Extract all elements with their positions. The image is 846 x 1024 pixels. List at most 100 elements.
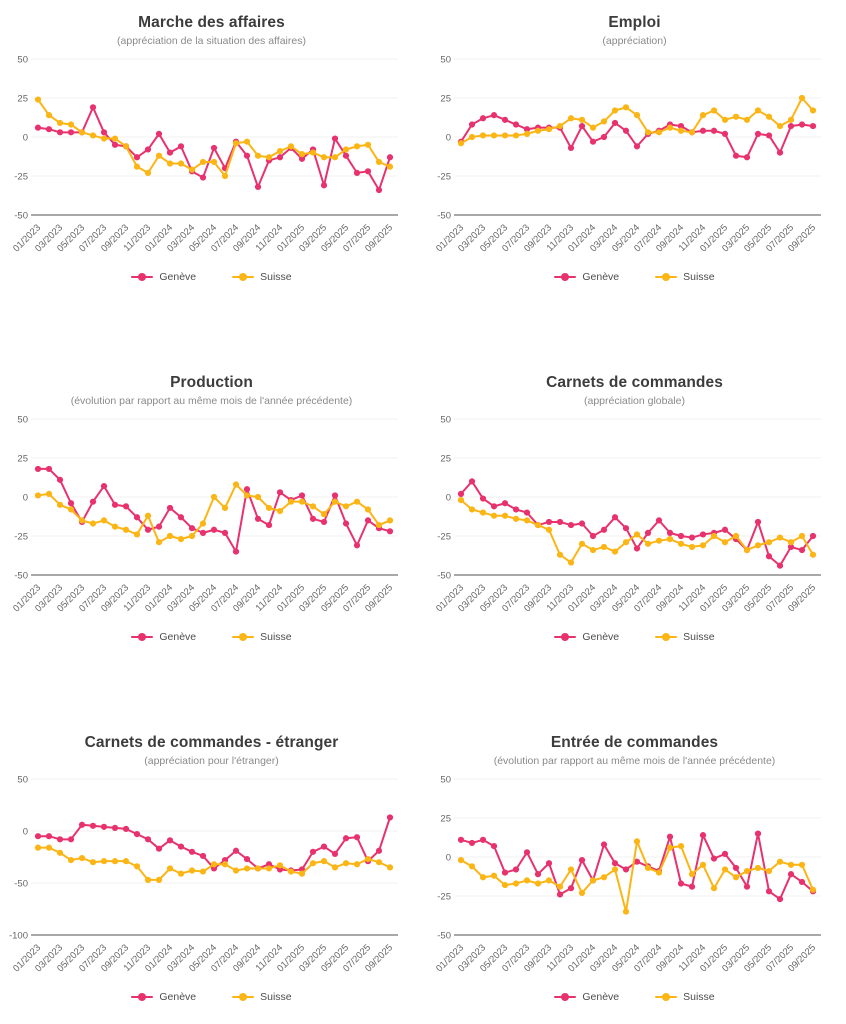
data-point[interactable]	[155, 130, 163, 137]
data-point[interactable]	[166, 865, 174, 872]
data-point[interactable]	[111, 135, 119, 142]
data-point[interactable]	[798, 878, 806, 886]
data-point[interactable]	[512, 132, 520, 139]
data-point[interactable]	[589, 877, 597, 884]
data-point[interactable]	[331, 492, 339, 499]
data-point[interactable]	[56, 836, 64, 843]
data-point[interactable]	[34, 492, 42, 499]
data-point[interactable]	[45, 465, 53, 473]
data-point[interactable]	[100, 482, 108, 490]
data-point[interactable]	[331, 864, 339, 871]
data-point[interactable]	[501, 132, 509, 139]
data-point[interactable]	[644, 540, 652, 547]
legend-item-geneve[interactable]: Genève	[131, 991, 196, 1003]
legend-item-suisse[interactable]: Suisse	[232, 631, 292, 643]
data-point[interactable]	[611, 548, 619, 555]
data-point[interactable]	[309, 848, 317, 855]
data-point[interactable]	[221, 172, 229, 180]
data-point[interactable]	[589, 546, 597, 554]
data-point[interactable]	[556, 122, 564, 130]
data-point[interactable]	[677, 532, 685, 540]
data-point[interactable]	[677, 880, 685, 887]
data-point[interactable]	[523, 509, 531, 516]
series-geneve[interactable]	[34, 465, 394, 555]
data-point[interactable]	[144, 146, 152, 153]
data-point[interactable]	[765, 132, 773, 139]
data-point[interactable]	[633, 531, 641, 538]
data-point[interactable]	[144, 836, 152, 843]
data-point[interactable]	[578, 857, 586, 864]
data-point[interactable]	[787, 539, 795, 546]
data-point[interactable]	[512, 866, 520, 873]
legend-item-geneve[interactable]: Genève	[554, 271, 619, 283]
data-point[interactable]	[512, 515, 520, 522]
data-point[interactable]	[353, 143, 361, 150]
data-point[interactable]	[276, 147, 284, 155]
data-point[interactable]	[611, 860, 619, 867]
data-point[interactable]	[611, 866, 619, 873]
data-point[interactable]	[754, 107, 762, 114]
data-point[interactable]	[331, 498, 339, 505]
data-point[interactable]	[34, 124, 42, 131]
data-point[interactable]	[611, 514, 619, 521]
data-point[interactable]	[232, 847, 240, 854]
data-point[interactable]	[166, 149, 174, 156]
data-point[interactable]	[78, 517, 86, 524]
data-point[interactable]	[45, 490, 53, 497]
data-point[interactable]	[787, 122, 795, 130]
data-point[interactable]	[479, 495, 487, 502]
data-point[interactable]	[501, 881, 509, 889]
data-point[interactable]	[34, 96, 42, 103]
data-point[interactable]	[155, 845, 163, 852]
data-point[interactable]	[276, 489, 284, 496]
data-point[interactable]	[298, 492, 306, 499]
data-point[interactable]	[611, 107, 619, 114]
data-point[interactable]	[556, 883, 564, 890]
data-point[interactable]	[655, 517, 663, 524]
data-point[interactable]	[699, 832, 707, 839]
data-point[interactable]	[166, 504, 174, 512]
data-point[interactable]	[386, 517, 394, 524]
data-point[interactable]	[798, 121, 806, 128]
data-point[interactable]	[677, 540, 685, 547]
data-point[interactable]	[320, 858, 328, 865]
data-point[interactable]	[600, 133, 608, 141]
data-point[interactable]	[144, 169, 152, 176]
data-point[interactable]	[111, 858, 119, 865]
data-point[interactable]	[567, 866, 575, 873]
data-point[interactable]	[732, 152, 740, 159]
data-point[interactable]	[122, 503, 130, 510]
data-point[interactable]	[754, 830, 762, 837]
data-point[interactable]	[67, 506, 75, 513]
data-point[interactable]	[188, 848, 196, 855]
data-point[interactable]	[320, 154, 328, 161]
data-point[interactable]	[89, 498, 97, 505]
data-point[interactable]	[320, 843, 328, 850]
data-point[interactable]	[265, 865, 273, 872]
data-point[interactable]	[34, 844, 42, 851]
data-point[interactable]	[776, 534, 784, 541]
data-point[interactable]	[468, 839, 476, 847]
data-point[interactable]	[276, 862, 284, 869]
data-point[interactable]	[100, 135, 108, 142]
data-point[interactable]	[177, 536, 185, 543]
data-point[interactable]	[67, 500, 75, 507]
data-point[interactable]	[34, 833, 42, 840]
data-point[interactable]	[732, 874, 740, 881]
data-point[interactable]	[468, 478, 476, 485]
data-point[interactable]	[122, 526, 130, 533]
data-point[interactable]	[133, 863, 141, 870]
data-point[interactable]	[710, 127, 718, 134]
data-point[interactable]	[754, 130, 762, 137]
data-point[interactable]	[342, 860, 350, 867]
data-point[interactable]	[144, 526, 152, 533]
data-point[interactable]	[622, 104, 630, 111]
data-point[interactable]	[578, 122, 586, 130]
data-point[interactable]	[133, 154, 141, 161]
data-point[interactable]	[331, 154, 339, 161]
legend-item-suisse[interactable]: Suisse	[232, 271, 292, 283]
data-point[interactable]	[809, 532, 817, 540]
data-point[interactable]	[699, 112, 707, 119]
data-point[interactable]	[721, 866, 729, 873]
data-point[interactable]	[754, 542, 762, 549]
